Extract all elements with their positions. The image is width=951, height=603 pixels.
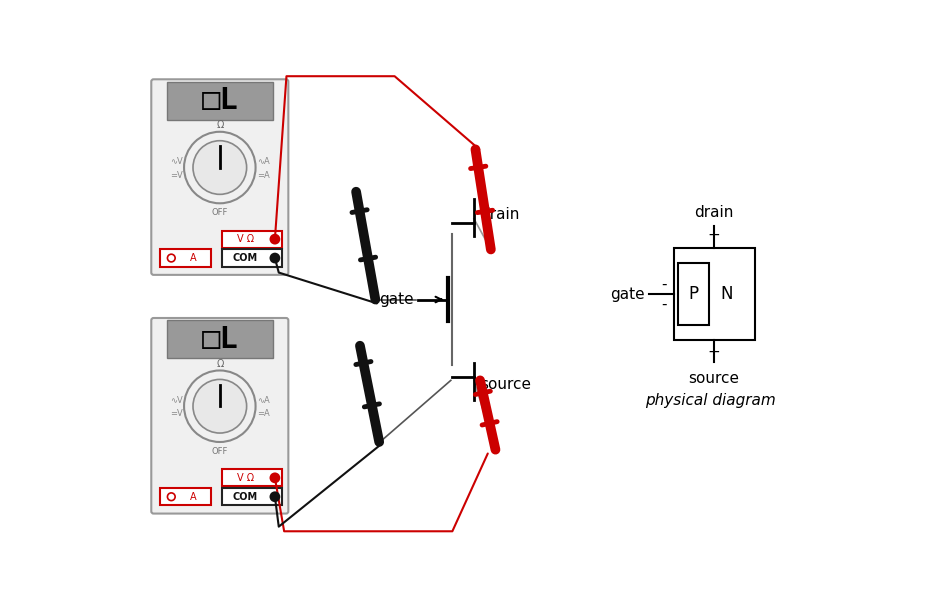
Bar [166,320,273,359]
Text: -: - [662,277,668,292]
Bar [223,230,282,248]
Text: drain: drain [480,207,519,223]
Circle shape [193,379,246,433]
Text: ∿A: ∿A [257,157,270,166]
Text: Ω: Ω [216,359,223,369]
Bar [166,81,273,120]
Text: physical diagram: physical diagram [645,393,776,408]
Text: □L: □L [202,325,238,354]
Bar [160,250,210,267]
Text: A: A [189,492,196,502]
Bar [223,250,282,267]
Text: □L: □L [202,86,238,115]
Circle shape [269,491,281,502]
Text: =V: =V [170,409,183,418]
Text: ∿V: ∿V [170,396,183,405]
Text: N: N [720,285,732,303]
Bar [160,488,210,505]
FancyBboxPatch shape [151,318,288,514]
Text: COM: COM [233,253,258,263]
Text: Ω: Ω [216,120,223,130]
Circle shape [269,473,281,483]
Text: ∿A: ∿A [257,396,270,405]
Bar [673,248,754,340]
Text: OFF: OFF [212,447,228,456]
Text: gate: gate [611,286,645,302]
Text: gate: gate [379,292,414,307]
Text: -: - [662,297,668,312]
Text: V Ω: V Ω [237,234,254,244]
Circle shape [269,253,281,264]
Bar [678,264,709,325]
Text: +: + [708,228,721,243]
Circle shape [167,254,175,262]
Circle shape [269,234,281,245]
Text: =V: =V [170,171,183,180]
Text: =A: =A [257,409,270,418]
Text: P: P [689,285,699,303]
Bar [223,488,282,505]
Circle shape [167,493,175,500]
FancyBboxPatch shape [151,79,288,275]
Text: drain: drain [694,205,734,220]
Circle shape [193,140,246,194]
Text: +: + [708,345,721,360]
Text: =A: =A [257,171,270,180]
Text: A: A [189,253,196,263]
Bar [223,469,282,487]
Text: V Ω: V Ω [237,473,254,483]
Circle shape [184,370,256,442]
Text: source: source [689,371,740,386]
Text: source: source [480,377,531,392]
Text: COM: COM [233,492,258,502]
Circle shape [184,132,256,203]
Text: OFF: OFF [212,208,228,217]
Text: ∿V: ∿V [170,157,183,166]
